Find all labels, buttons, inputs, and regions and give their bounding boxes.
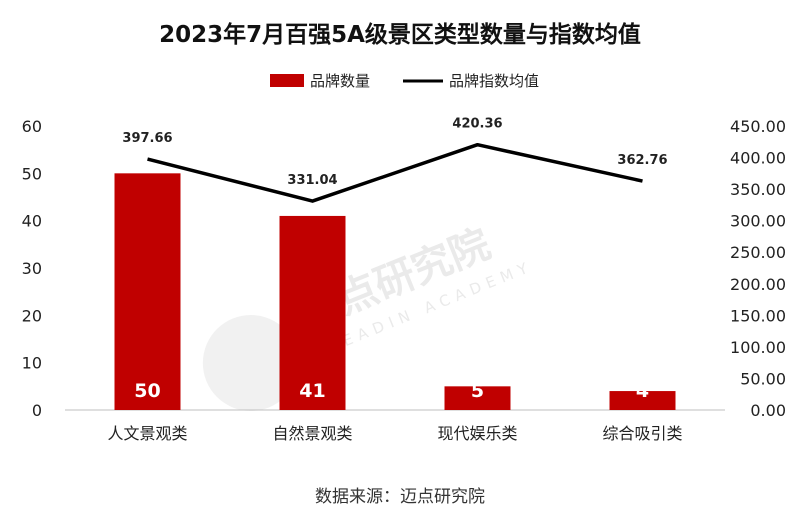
legend-label-line: 品牌指数均值 (449, 72, 539, 90)
bar (114, 173, 181, 410)
y-right-tick-label: 100.00 (730, 338, 786, 357)
y-axis-right: 0.00 50.00 100.00 150.00 200.00 250.00 300.00 3… (730, 117, 786, 420)
watermark-logo (202, 315, 299, 412)
y-right-tick-label: 300.00 (730, 212, 786, 231)
y-left-tick-label: 50 (22, 164, 42, 183)
y-axis-left: 0 10 20 30 40 50 60 (22, 117, 42, 420)
x-category-label: 现代娱乐类 (437, 424, 517, 443)
bar-value-label: 50 (134, 380, 160, 402)
y-right-tick-label: 0.00 (750, 401, 786, 420)
line-value-label: 331.04 (287, 173, 337, 188)
source-note: 数据来源：迈点研究院 (315, 487, 485, 507)
bar (279, 215, 346, 410)
bar-value-label: 41 (299, 380, 325, 402)
bar (609, 391, 676, 410)
y-right-tick-label: 200.00 (730, 275, 786, 294)
line-series (147, 142, 643, 203)
legend-label-bar: 品牌数量 (310, 72, 370, 90)
legend: 品牌数量 品牌指数均值 (270, 72, 539, 90)
x-category-label: 自然景观类 (272, 424, 352, 443)
y-right-tick-label: 350.00 (730, 180, 786, 199)
bar-value-labels: 50 41 5 4 (134, 380, 649, 402)
x-category-label: 综合吸引类 (602, 424, 682, 443)
line-value-label: 420.36 (452, 117, 502, 132)
bar (444, 386, 511, 410)
y-right-tick-label: 450.00 (730, 117, 786, 136)
y-right-tick-label: 250.00 (730, 243, 786, 262)
bar-series (114, 173, 676, 410)
line-value-label: 362.76 (617, 153, 667, 168)
legend-swatch-bar (270, 74, 304, 87)
y-right-tick-label: 150.00 (730, 306, 786, 325)
y-left-tick-label: 0 (32, 401, 42, 420)
y-left-tick-label: 40 (22, 212, 42, 231)
bar-value-label: 5 (471, 380, 484, 402)
line-value-labels: 397.66 331.04 420.36 362.76 (122, 117, 667, 188)
y-left-tick-label: 20 (22, 306, 42, 325)
chart-title: 2023年7月百强5A级景区类型数量与指数均值 (159, 21, 641, 48)
y-left-tick-label: 30 (22, 259, 42, 278)
line-value-label: 397.66 (122, 131, 172, 146)
y-right-tick-label: 400.00 (730, 149, 786, 168)
x-axis-categories: 人文景观类 自然景观类 现代娱乐类 综合吸引类 (107, 424, 682, 443)
y-left-tick-label: 10 (22, 354, 42, 373)
y-left-tick-label: 60 (22, 117, 42, 136)
bar-value-label: 4 (636, 380, 649, 402)
x-category-label: 人文景观类 (107, 424, 187, 443)
y-right-tick-label: 50.00 (740, 369, 786, 388)
